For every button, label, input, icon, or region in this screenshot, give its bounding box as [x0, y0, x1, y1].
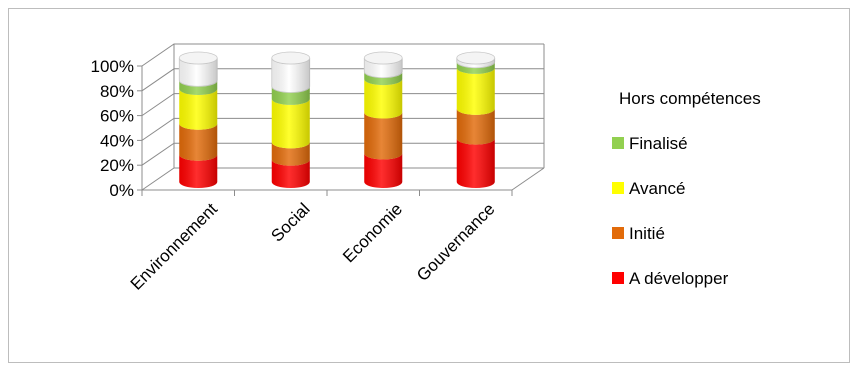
bar-segment-shading	[364, 79, 403, 119]
legend-item: A développer	[612, 269, 729, 288]
bar-stack	[178, 51, 218, 188]
bar-segment-shading	[179, 123, 218, 161]
axes	[137, 65, 545, 196]
y-tick-label: 40%	[100, 131, 134, 150]
bar-top-cap	[178, 51, 218, 65]
bar-stack	[271, 51, 311, 188]
legend-swatch	[612, 272, 624, 284]
legend-item: Initié	[612, 224, 665, 243]
bar-segment-shading	[456, 138, 495, 188]
bar-segment-shading	[456, 67, 495, 115]
legend-swatch	[612, 227, 624, 239]
bar-segment-shading	[364, 112, 403, 160]
legend-item: Avancé	[612, 179, 685, 198]
bar-top-cap	[271, 51, 311, 65]
bar-segment-shading	[271, 58, 310, 93]
x-axis-category-labels: Environnement Social Economie Gouvernance	[127, 199, 499, 293]
bar-stack	[363, 51, 403, 188]
bar-segment-shading	[179, 58, 218, 87]
y-tick-label: 80%	[100, 82, 134, 101]
x-category-label: Social	[267, 199, 313, 245]
bar-segment-shading	[179, 80, 218, 95]
legend-item: Hors compétences	[619, 89, 761, 108]
bar-segment-shading	[179, 154, 218, 188]
bars	[178, 51, 496, 188]
bar-top-cap	[363, 51, 403, 65]
gridlines	[141, 43, 545, 191]
bar-segment-shading	[179, 89, 218, 130]
legend-label: Avancé	[629, 179, 685, 198]
bar-segment-shading	[364, 71, 403, 86]
bar-segment-shading	[271, 86, 310, 105]
bar-segment-shading	[456, 108, 495, 145]
legend-label: Finalisé	[629, 134, 688, 153]
bar-segment-shading	[271, 159, 310, 188]
bar-segment-shading	[456, 58, 495, 68]
floor-edge	[511, 167, 545, 191]
legend-swatch	[612, 182, 624, 194]
y-tick-label: 100%	[91, 57, 134, 76]
x-category-label: Environnement	[127, 199, 221, 293]
legend-label: Initié	[629, 224, 665, 243]
legend-item: Finalisé	[612, 134, 688, 153]
legend-label: A développer	[629, 269, 729, 288]
y-tick-label: 20%	[100, 156, 134, 175]
bar-top-cap	[456, 51, 496, 65]
bar-segment-shading	[271, 98, 310, 149]
bar-segment-shading	[364, 58, 403, 78]
bar-segment-shading	[271, 142, 310, 166]
x-category-label: Economie	[339, 199, 406, 266]
legend: Hors compétences Finalisé Avancé Initié A dé…	[612, 89, 761, 288]
y-tick-label: 0%	[109, 181, 134, 200]
bar-stack	[456, 51, 496, 188]
legend-label: Hors compétences	[619, 89, 761, 108]
y-axis-tick-labels: 0% 20% 40% 60% 80% 100%	[91, 57, 134, 200]
bar-segment-shading	[364, 153, 403, 188]
legend-swatch	[612, 137, 624, 149]
x-category-label: Gouvernance	[413, 199, 499, 285]
y-tick-label: 60%	[100, 107, 134, 126]
